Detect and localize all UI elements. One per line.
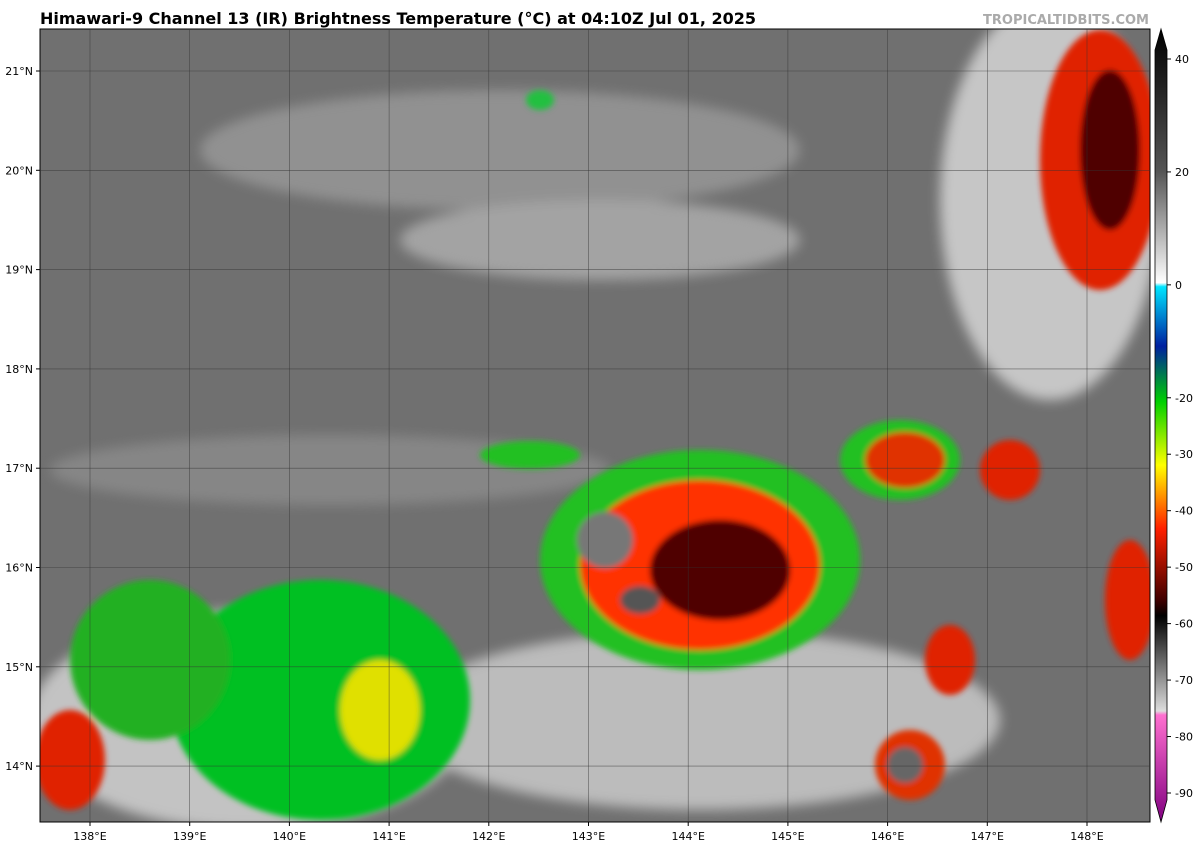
lon-label: 145°E [771,830,804,843]
colorbar-tick-label: -20 [1175,392,1193,405]
colorbar-tick-label: -60 [1175,618,1193,631]
lon-label: 147°E [971,830,1004,843]
lat-label: 14°N [5,760,33,773]
colorbar-tick-label: -30 [1175,448,1193,461]
colorbar-tick-label: -50 [1175,561,1193,574]
colorbar-tick-label: -70 [1175,674,1193,687]
lat-label: 20°N [5,164,33,177]
lon-label: 148°E [1070,830,1103,843]
watermark: TROPICALTIDBITS.COM [983,13,1149,28]
lat-label: 18°N [5,363,33,376]
lon-label: 143°E [572,830,605,843]
lon-label: 138°E [73,830,106,843]
lon-label: 141°E [372,830,405,843]
lon-label: 139°E [173,830,206,843]
imagery [40,29,1150,822]
lon-label: 140°E [273,830,306,843]
lat-label: 21°N [5,65,33,78]
lat-label: 19°N [5,264,33,277]
lat-label: 16°N [5,562,33,575]
colorbar [1154,27,1168,824]
colorbar-tick-label: -40 [1175,505,1193,518]
colorbar-tick-label: -90 [1175,787,1193,800]
colorbar-tick-label: 0 [1175,279,1182,292]
colorbar-tick-label: 40 [1175,53,1189,66]
colorbar-tick-label: -80 [1175,731,1193,744]
lon-label: 142°E [472,830,505,843]
lon-label: 146°E [871,830,904,843]
lon-label: 144°E [671,830,704,843]
map-frame [39,28,1151,823]
title: Himawari-9 Channel 13 (IR) Brightness Te… [40,9,756,28]
colorbar-tick-label: 20 [1175,166,1189,179]
lat-label: 17°N [5,462,33,475]
lat-label: 15°N [5,661,33,674]
